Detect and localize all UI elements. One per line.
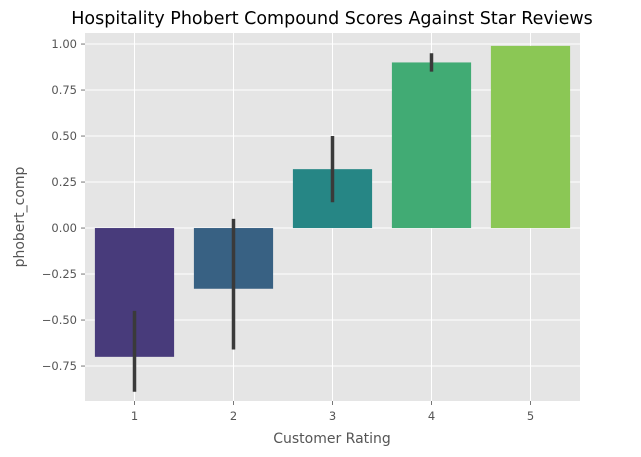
- x-tick-label: 3: [329, 409, 336, 423]
- y-tick-label: −0.75: [42, 359, 77, 373]
- x-tick-label: 5: [527, 409, 534, 423]
- y-tick-label: −0.50: [42, 313, 77, 327]
- x-tick-label: 2: [230, 409, 237, 423]
- y-tick-label: 1.00: [51, 37, 77, 51]
- x-axis-ticks: 1 2 3 4 5: [131, 401, 534, 423]
- bar-rating-5: [490, 45, 571, 229]
- bar-rating-4: [391, 62, 472, 229]
- x-tick-label: 1: [131, 409, 138, 423]
- y-tick-label: 0.50: [51, 129, 77, 143]
- y-tick-label: −0.25: [42, 267, 77, 281]
- bars: [94, 45, 571, 357]
- error-bars: [132, 53, 434, 392]
- x-axis-label: Customer Rating: [273, 431, 391, 447]
- y-tick-label: 0.25: [51, 175, 77, 189]
- y-tick-label: 0.00: [51, 221, 77, 235]
- x-tick-label: 4: [428, 409, 435, 423]
- y-axis-ticks: 1.00 0.75 0.50 0.25 0.00 −0.25 −0.50 −0.75: [42, 37, 85, 373]
- y-axis-label: phobert_comp: [12, 166, 28, 267]
- y-tick-label: 0.75: [51, 83, 77, 97]
- chart-title: Hospitality Phobert Compound Scores Agai…: [71, 9, 593, 29]
